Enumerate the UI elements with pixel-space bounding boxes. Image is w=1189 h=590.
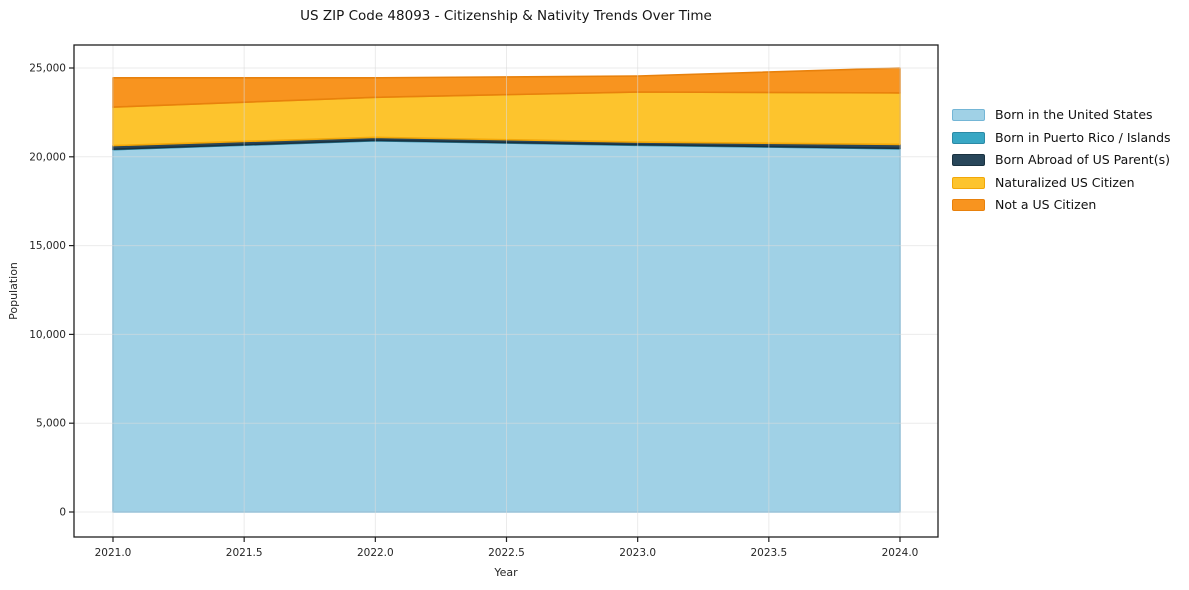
legend-label: Born in Puerto Rico / Islands <box>995 129 1171 145</box>
y-tick-label: 5,000 <box>36 418 66 430</box>
legend-label: Naturalized US Citizen <box>995 174 1135 190</box>
y-tick-label: 25,000 <box>29 63 66 75</box>
legend-item: Not a US Citizen <box>952 194 1171 217</box>
legend-label: Born Abroad of US Parent(s) <box>995 152 1170 167</box>
y-tick-label: 15,000 <box>29 240 66 252</box>
x-tick-label: 2021.5 <box>226 547 263 559</box>
x-tick-label: 2024.0 <box>882 547 919 559</box>
x-tick-label: 2022.0 <box>357 547 394 559</box>
legend-swatch-icon <box>952 199 985 212</box>
legend-label: Born in the United States <box>995 107 1153 122</box>
x-axis-label: Year <box>493 566 518 579</box>
legend-swatch-icon <box>952 154 985 167</box>
legend-swatch-icon <box>952 109 985 122</box>
legend-swatch-icon <box>952 131 985 144</box>
legend-swatch-icon <box>952 176 985 189</box>
legend-item: Born Abroad of US Parent(s) <box>952 149 1171 172</box>
chart-legend: Born in the United States Born in Puerto … <box>952 104 1171 217</box>
x-tick-label: 2023.0 <box>619 547 656 559</box>
legend-label: Not a US Citizen <box>995 197 1097 212</box>
legend-item: Born in Puerto Rico / Islands <box>952 127 1171 150</box>
legend-item: Naturalized US Citizen <box>952 172 1171 195</box>
x-tick-label: 2021.0 <box>95 547 132 559</box>
y-axis-label: Population <box>7 262 20 320</box>
y-tick-label: 0 <box>59 507 66 519</box>
chart-title: US ZIP Code 48093 - Citizenship & Nativi… <box>300 8 712 24</box>
y-tick-label: 10,000 <box>29 329 66 341</box>
legend-item: Born in the United States <box>952 104 1171 127</box>
x-tick-label: 2022.5 <box>488 547 525 559</box>
y-tick-label: 20,000 <box>29 151 66 163</box>
x-tick-label: 2023.5 <box>750 547 787 559</box>
